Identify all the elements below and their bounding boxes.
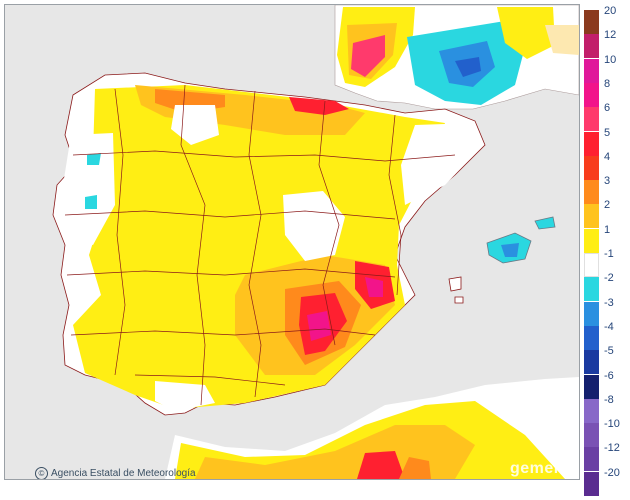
neutral-zone-catalonia [401, 123, 483, 205]
neutral-zone-southwest [155, 381, 215, 411]
legend-label: 4 [604, 150, 611, 163]
mallorca-cold-core [501, 243, 519, 257]
france-east-warm [497, 7, 555, 59]
legend-swatch [584, 82, 599, 107]
legend-swatch [584, 350, 599, 375]
cantabria-hot-red [289, 97, 349, 115]
legend-swatch [584, 155, 599, 180]
legend-label: -12 [604, 442, 620, 455]
legend-swatch [584, 107, 599, 132]
legend-swatch [584, 253, 599, 277]
legend-swatch [584, 34, 599, 59]
france-cold-anomaly-deep [455, 57, 481, 77]
formentera-island [454, 296, 464, 304]
legend-label: -2 [604, 272, 614, 285]
iberia-hot-magenta [307, 311, 331, 341]
legend-swatch [584, 204, 599, 229]
menorca-island [534, 216, 556, 230]
legend-label: 2 [604, 199, 611, 212]
legend-swatch [584, 423, 599, 448]
legend-label: -20 [604, 466, 620, 479]
watermark: gemel [510, 460, 559, 477]
legend-swatch [584, 58, 599, 83]
legend-label: -6 [604, 369, 614, 382]
province-borders [64, 84, 456, 406]
legend-swatch [584, 398, 599, 423]
legend-swatch [584, 277, 599, 302]
legend-label: 6 [604, 102, 611, 115]
africa-hot-spot-2 [399, 457, 431, 479]
legend-label: -3 [604, 296, 614, 309]
cold-spot-portugal [85, 195, 97, 209]
france-hot-spot [351, 35, 385, 77]
legend-swatch [584, 325, 599, 350]
legend-label: -1 [604, 248, 614, 260]
legend-label: -5 [604, 345, 614, 358]
legend-label: -4 [604, 320, 614, 333]
legend-swatch [584, 131, 599, 156]
legend-swatch [584, 447, 599, 472]
color-legend: 20 12 10 8 6 5 4 3 2 1 -1 -2 -3 -4 -5 -6 -8 -10 -12 -20 [582, 5, 630, 496]
legend-label: 8 [604, 77, 611, 90]
legend-label: 5 [604, 126, 611, 139]
temperature-anomaly-map: © Agencia Estatal de Meteorología gemel [4, 4, 580, 480]
legend-label: 1 [604, 223, 611, 236]
valencia-hot-core [365, 277, 383, 297]
africa-warm-anomaly-inner [195, 425, 475, 479]
copyright-icon: © [35, 467, 48, 479]
neutral-zone-center [283, 191, 345, 261]
legend-label: 3 [604, 175, 611, 188]
neutral-zone-northwest [63, 133, 115, 245]
legend-label: 10 [604, 53, 617, 66]
legend-label: 20 [604, 5, 617, 17]
legend-swatch [584, 301, 599, 326]
legend-label: -10 [604, 418, 620, 431]
ibiza-island [448, 276, 462, 292]
cold-spot-galicia [87, 153, 101, 165]
legend-swatch [584, 374, 599, 399]
legend-swatch [584, 10, 599, 34]
legend-swatch [584, 180, 599, 205]
legend-label: -8 [604, 393, 614, 406]
africa-hot-spot-1 [357, 451, 405, 479]
agency-name: Agencia Estatal de Meteorología [51, 468, 196, 479]
alps-warm [545, 25, 579, 55]
map-canvas [5, 5, 579, 479]
legend-swatch [584, 228, 599, 253]
legend-swatch [584, 471, 599, 496]
legend-label: 12 [604, 29, 617, 42]
agency-credit: © Agencia Estatal de Meteorología [35, 467, 196, 479]
